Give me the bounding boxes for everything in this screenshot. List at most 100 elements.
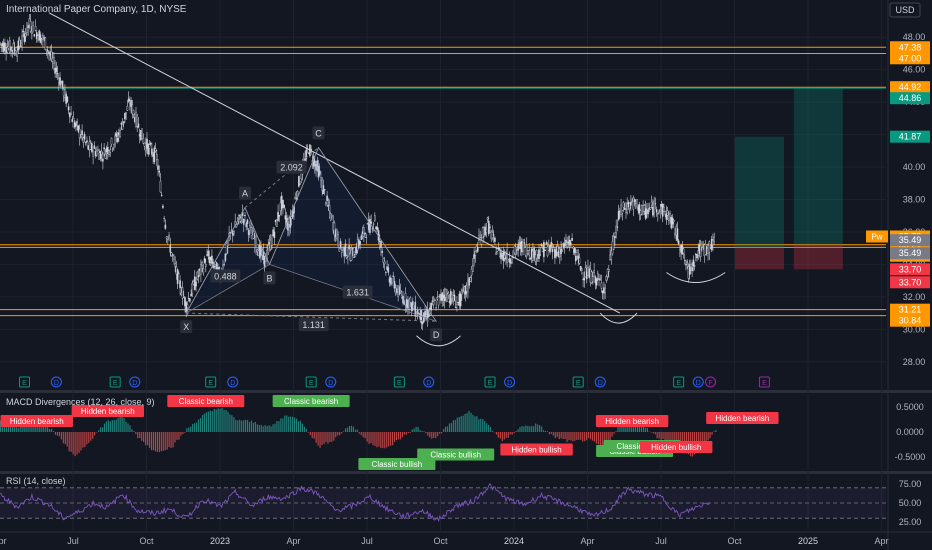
event-marker-d[interactable] bbox=[692, 376, 704, 388]
candle bbox=[710, 238, 713, 250]
event-marker-e[interactable] bbox=[484, 376, 496, 388]
macd-histogram-bar bbox=[374, 432, 376, 446]
event-marker-e[interactable] bbox=[758, 376, 770, 388]
candle bbox=[552, 246, 555, 248]
macd-histogram-bar bbox=[699, 432, 701, 448]
macd-histogram-bar bbox=[652, 432, 654, 434]
event-marker-e[interactable] bbox=[205, 376, 217, 388]
macd-histogram-bar bbox=[558, 432, 560, 440]
candle bbox=[643, 205, 646, 212]
macd-histogram-bar bbox=[229, 414, 231, 432]
macd-histogram-bar bbox=[325, 432, 327, 443]
divergence-label[interactable] bbox=[272, 395, 350, 407]
arc-drawing[interactable] bbox=[599, 312, 638, 324]
candle bbox=[12, 42, 15, 53]
divergence-label[interactable] bbox=[167, 395, 245, 407]
long-position-stop-zone[interactable] bbox=[735, 247, 784, 270]
event-marker-d[interactable] bbox=[50, 376, 62, 388]
event-marker-d[interactable] bbox=[423, 376, 435, 388]
macd-histogram-bar bbox=[537, 424, 539, 432]
candle bbox=[250, 226, 252, 228]
pane-divider[interactable] bbox=[0, 471, 932, 474]
candle bbox=[576, 249, 578, 253]
candle bbox=[43, 37, 45, 39]
harmonic-pattern-legs[interactable] bbox=[185, 146, 437, 322]
divergence-label[interactable] bbox=[71, 405, 144, 417]
divergence-label[interactable] bbox=[595, 415, 669, 427]
pattern-point-label: D bbox=[433, 330, 440, 340]
event-marker-e[interactable] bbox=[109, 376, 121, 388]
event-marker-d[interactable] bbox=[129, 376, 141, 388]
macd-histogram-bar bbox=[94, 432, 96, 436]
macd-histogram-bar bbox=[605, 432, 607, 448]
candle bbox=[559, 248, 561, 257]
event-marker-e[interactable] bbox=[673, 376, 685, 388]
candle bbox=[174, 263, 176, 267]
candle bbox=[604, 287, 606, 293]
event-marker-e[interactable] bbox=[19, 376, 30, 388]
event-marker-f[interactable] bbox=[705, 376, 716, 388]
divergence-label[interactable] bbox=[417, 448, 495, 461]
candle bbox=[566, 244, 568, 248]
candle bbox=[289, 216, 292, 228]
candle bbox=[225, 243, 228, 254]
event-marker-e[interactable] bbox=[393, 376, 405, 388]
candle bbox=[119, 130, 121, 137]
long-position-target-zone[interactable] bbox=[735, 136, 784, 248]
event-marker-e[interactable] bbox=[572, 376, 584, 388]
arc-drawing[interactable] bbox=[416, 335, 461, 347]
candle bbox=[350, 249, 353, 261]
candle bbox=[671, 217, 674, 225]
event-marker-d[interactable] bbox=[504, 376, 516, 388]
time-tick-label: Apr bbox=[286, 536, 300, 546]
candle bbox=[600, 282, 603, 289]
macd-histogram-bar bbox=[233, 417, 235, 432]
event-marker-d[interactable] bbox=[227, 376, 239, 388]
divergence-label[interactable] bbox=[0, 415, 73, 427]
candle bbox=[18, 39, 21, 47]
divergence-label[interactable] bbox=[640, 441, 713, 453]
candle bbox=[616, 226, 619, 228]
divergence-label[interactable] bbox=[358, 458, 436, 470]
macd-histogram-bar bbox=[505, 432, 507, 438]
macd-histogram-bar bbox=[701, 432, 703, 445]
long-position-target-zone[interactable] bbox=[793, 87, 843, 245]
macd-histogram-bar bbox=[570, 432, 572, 441]
macd-histogram-bar bbox=[368, 432, 370, 444]
candle bbox=[249, 225, 251, 231]
candle bbox=[280, 195, 283, 209]
price-level-tag-label: 47.38 bbox=[899, 42, 922, 52]
candle bbox=[179, 280, 181, 289]
candle bbox=[49, 52, 52, 56]
macd-histogram-bar bbox=[619, 423, 621, 432]
candle bbox=[197, 275, 200, 278]
candle bbox=[105, 147, 108, 153]
price-level-tag-label: 47.00 bbox=[899, 53, 922, 63]
pattern-ratio-label: 1.631 bbox=[346, 288, 369, 298]
long-position-stop-zone[interactable] bbox=[793, 244, 843, 270]
pane-divider[interactable] bbox=[0, 390, 932, 393]
trend-line[interactable] bbox=[48, 12, 621, 314]
event-marker-e[interactable] bbox=[305, 376, 317, 388]
candle bbox=[61, 80, 64, 88]
candle bbox=[518, 242, 521, 244]
event-marker-d[interactable] bbox=[594, 376, 606, 388]
candle bbox=[642, 204, 644, 212]
event-marker-d[interactable] bbox=[325, 376, 337, 388]
candle bbox=[118, 132, 120, 136]
macd-histogram-bar bbox=[433, 432, 435, 439]
macd-histogram-bar bbox=[252, 422, 255, 432]
macd-histogram-bar bbox=[515, 431, 517, 432]
currency-selector[interactable] bbox=[889, 2, 921, 18]
macd-histogram-bar bbox=[476, 416, 478, 432]
divergence-label[interactable] bbox=[500, 443, 573, 456]
arc-drawing[interactable] bbox=[666, 272, 726, 283]
macd-histogram-bar bbox=[56, 432, 59, 436]
divergence-label[interactable] bbox=[706, 412, 779, 424]
candle bbox=[31, 31, 33, 35]
price-tag bbox=[890, 247, 930, 260]
candle bbox=[632, 197, 635, 210]
macd-histogram-bar bbox=[668, 432, 670, 442]
rsi-line bbox=[0, 482, 710, 523]
